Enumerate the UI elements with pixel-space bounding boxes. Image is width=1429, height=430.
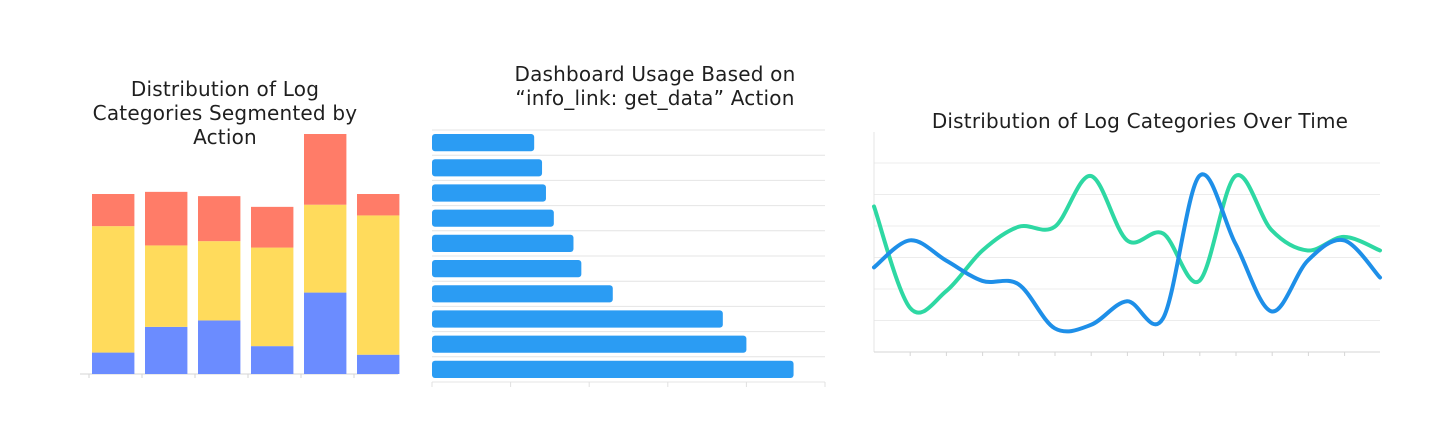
bar — [432, 209, 554, 227]
bar-segment — [198, 241, 241, 321]
bar — [432, 335, 747, 353]
chart-title-line: Distribution of Log Categories Over Time — [931, 109, 1349, 133]
bar — [432, 234, 574, 252]
bar-segment — [357, 354, 400, 374]
chart-title: Dashboard Usage Based on “info_link: get… — [455, 62, 855, 110]
bar-segment — [145, 326, 188, 374]
bar-segment — [251, 206, 294, 248]
bar-segment — [145, 191, 188, 246]
line-chart — [872, 132, 1382, 356]
chart-title-line: Categories Segmented by — [92, 101, 358, 125]
bar-segment — [251, 247, 294, 347]
bar-segment — [92, 226, 135, 353]
chart-title-line: “info_link: get_data” Action — [515, 86, 795, 110]
chart-title-line: Dashboard Usage Based on — [514, 62, 796, 86]
series-line — [872, 173, 1382, 315]
chart-title-line: Action — [193, 125, 257, 149]
chart-title-line: Distribution of Log — [130, 77, 320, 101]
line-chart-panel: Distribution of Log Categories Over Time — [850, 0, 1429, 430]
bar-segment — [145, 245, 188, 327]
horizontal-bar-chart — [431, 129, 826, 387]
bar-segment — [304, 204, 347, 293]
bar — [432, 360, 794, 378]
bar-segment — [251, 346, 294, 374]
bar — [432, 184, 546, 202]
bar — [432, 260, 582, 278]
bar-segment — [92, 194, 135, 227]
bar-segment — [198, 196, 241, 242]
chart-title: Distribution of Log Categories Segmented… — [60, 77, 390, 149]
horizontal-bar-chart-panel: Dashboard Usage Based on “info_link: get… — [410, 0, 850, 430]
bar — [432, 159, 543, 177]
bar-segment — [92, 352, 135, 374]
bar-segment — [357, 215, 400, 355]
bar-segment — [304, 292, 347, 374]
bar — [432, 310, 723, 328]
stacked-bar-chart — [80, 134, 400, 378]
stacked-bar-chart-panel: Distribution of Log Categories Segmented… — [0, 0, 410, 430]
series-line — [872, 172, 1382, 334]
bar-segment — [357, 194, 400, 216]
bar-segment — [304, 134, 347, 205]
bar — [432, 285, 613, 303]
chart-title: Distribution of Log Categories Over Time — [860, 109, 1420, 133]
bar-segment — [198, 320, 241, 374]
bar — [432, 134, 535, 152]
